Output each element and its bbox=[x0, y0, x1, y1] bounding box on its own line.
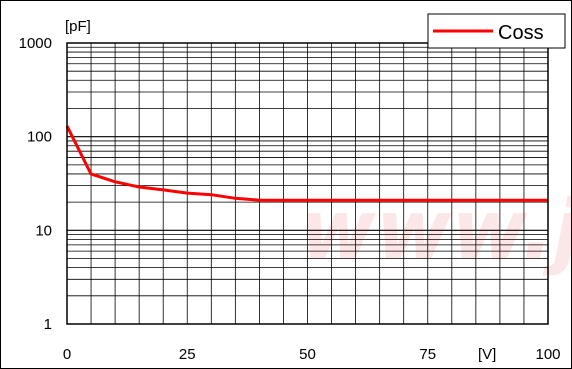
legend: Coss bbox=[427, 13, 566, 49]
y-tick-label: 1 bbox=[44, 316, 52, 333]
series-line-coss bbox=[65, 125, 548, 202]
grid-layer bbox=[67, 43, 548, 324]
axis-label-layer: [pF] [V] bbox=[65, 18, 496, 363]
x-tick-label: 0 bbox=[63, 346, 71, 363]
x-tick-label: 50 bbox=[299, 346, 316, 363]
x-tick-label: 25 bbox=[179, 346, 196, 363]
legend-label-coss: Coss bbox=[498, 22, 544, 44]
plot-area-border bbox=[66, 42, 549, 325]
y-tick-label: 10 bbox=[35, 222, 52, 239]
y-tick-label: 1000 bbox=[19, 35, 52, 52]
y-tick-label: 100 bbox=[27, 129, 52, 146]
y-axis-unit-label: [pF] bbox=[65, 18, 91, 35]
watermark-text: www.ji bbox=[300, 183, 572, 278]
watermark-layer: www.ji bbox=[300, 183, 572, 278]
series-layer bbox=[65, 125, 548, 202]
x-axis-unit-label: [V] bbox=[478, 346, 496, 363]
tick-label-layer: 0 25 50 75 100 1 10 100 1000 bbox=[19, 35, 561, 363]
x-tick-label: 75 bbox=[419, 346, 436, 363]
x-tick-label: 100 bbox=[535, 346, 560, 363]
